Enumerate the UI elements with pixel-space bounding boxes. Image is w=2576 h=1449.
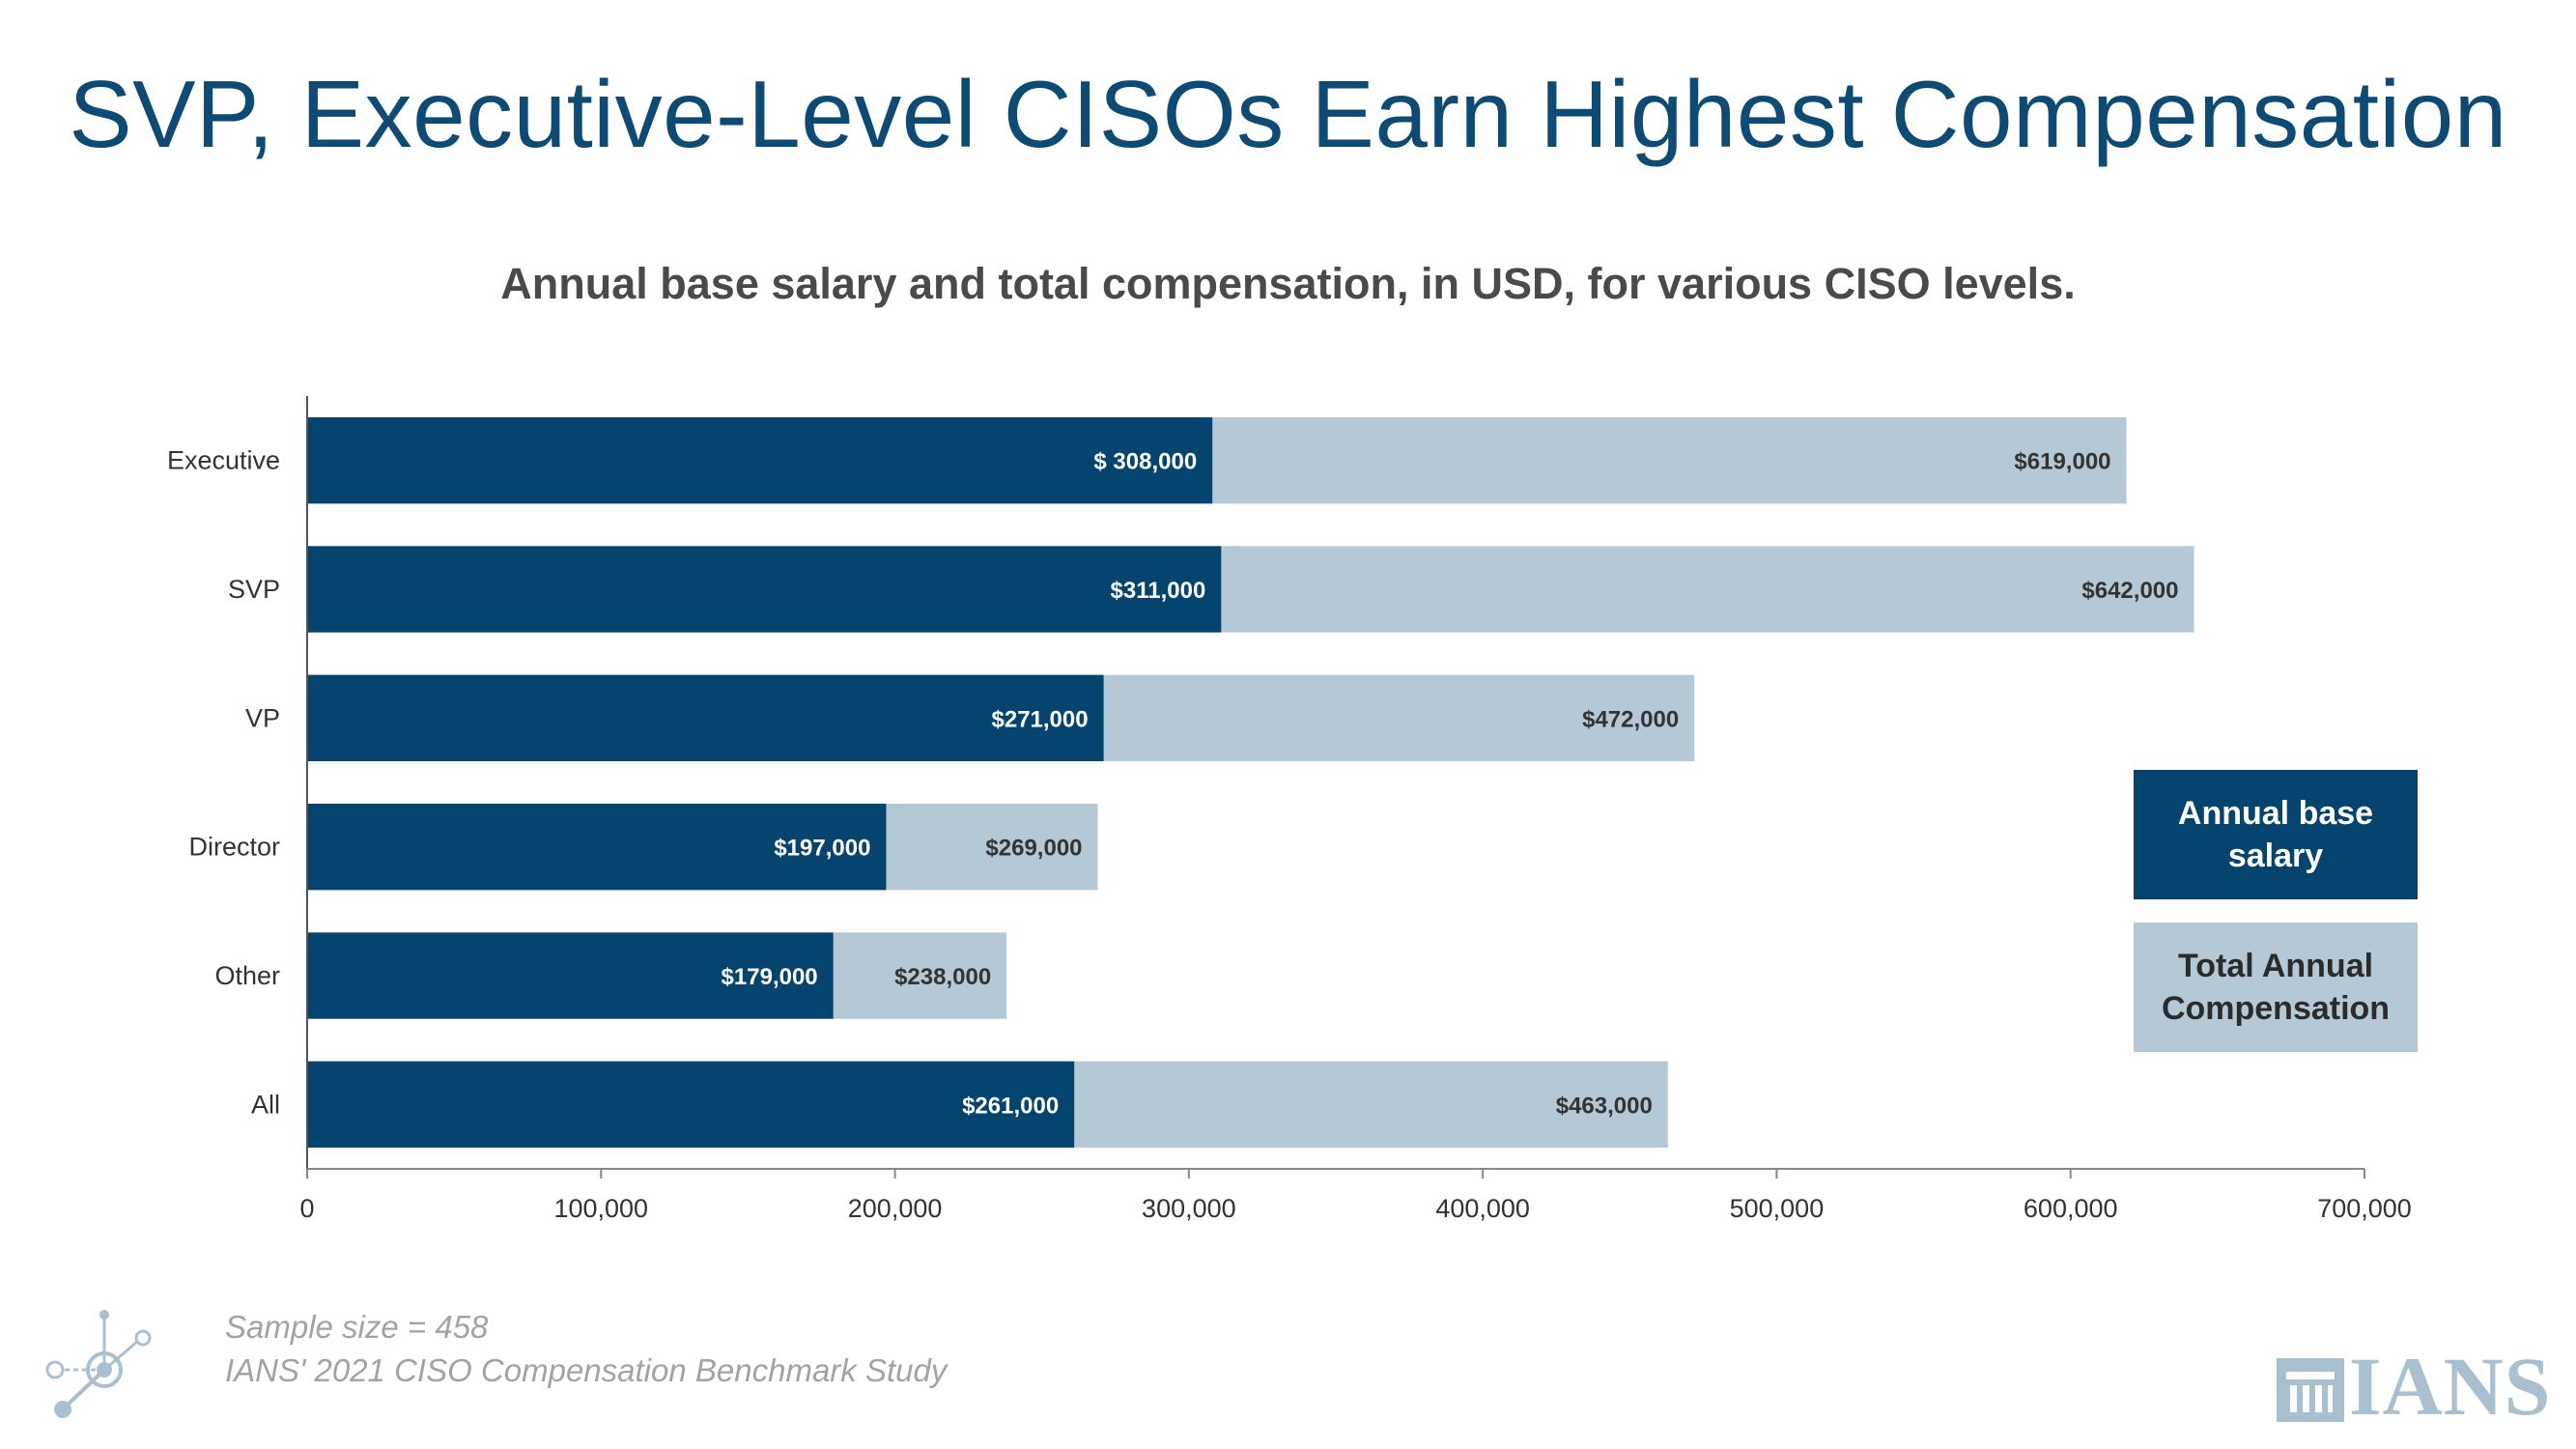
legend-total-compensation: Total Annual Compensation bbox=[2134, 923, 2418, 1052]
sample-size-note: Sample size = 458 bbox=[225, 1309, 489, 1345]
total-value-label: $238,000 bbox=[894, 964, 991, 990]
legend-total-label: Total Annual Compensation bbox=[2161, 948, 2391, 1027]
chart-subtitle: Annual base salary and total compensatio… bbox=[500, 259, 2076, 308]
base-value-label: $311,000 bbox=[1111, 578, 1206, 604]
base-bar bbox=[307, 546, 1222, 633]
category-label: Other bbox=[214, 961, 280, 990]
x-tick-label: 0 bbox=[299, 1194, 314, 1223]
bar-chart: Executive $ 308,000 $619,000 SVP $311,000 $64… bbox=[167, 396, 2412, 1223]
category-label: VP bbox=[245, 703, 280, 732]
base-value-label: $ 308,000 bbox=[1093, 449, 1197, 475]
x-tick-label: 400,000 bbox=[1435, 1194, 1530, 1223]
base-bar bbox=[307, 932, 834, 1019]
base-bar bbox=[307, 674, 1104, 761]
x-tick-label: 200,000 bbox=[848, 1194, 943, 1223]
source-note: IANS' 2021 CISO Compensation Benchmark S… bbox=[225, 1352, 948, 1388]
base-bar bbox=[307, 1061, 1075, 1148]
base-bar bbox=[307, 417, 1213, 504]
category-label: Director bbox=[188, 833, 280, 862]
x-tick-label: 500,000 bbox=[1730, 1194, 1825, 1223]
base-value-label: $271,000 bbox=[992, 706, 1089, 732]
category-label: SVP bbox=[228, 575, 280, 604]
total-value-label: $642,000 bbox=[2081, 578, 2178, 604]
total-value-label: $463,000 bbox=[1556, 1093, 1653, 1119]
x-tick-label: 300,000 bbox=[1142, 1194, 1236, 1223]
logo-text: IANS bbox=[2349, 1340, 2552, 1433]
base-value-label: $197,000 bbox=[774, 836, 870, 862]
base-value-label: $261,000 bbox=[962, 1093, 1059, 1119]
building-logo-icon bbox=[2277, 1358, 2344, 1422]
base-value-label: $179,000 bbox=[722, 964, 818, 990]
legend-base-label: Annual base salary bbox=[2177, 795, 2374, 874]
x-tick-label: 100,000 bbox=[553, 1194, 648, 1223]
category-label: All bbox=[251, 1090, 280, 1119]
network-node-icon bbox=[45, 1310, 152, 1418]
x-tick-label: 700,000 bbox=[2317, 1194, 2412, 1223]
total-value-label: $269,000 bbox=[985, 836, 1082, 862]
category-label: Executive bbox=[167, 446, 280, 475]
page-title: SVP, Executive-Level CISOs Earn Highest … bbox=[69, 61, 2507, 167]
legend-base-salary: Annual base salary bbox=[2134, 770, 2418, 899]
total-value-label: $472,000 bbox=[1582, 706, 1679, 732]
base-bar bbox=[307, 804, 887, 891]
total-value-label: $619,000 bbox=[2014, 449, 2110, 475]
x-tick-label: 600,000 bbox=[2024, 1194, 2118, 1223]
